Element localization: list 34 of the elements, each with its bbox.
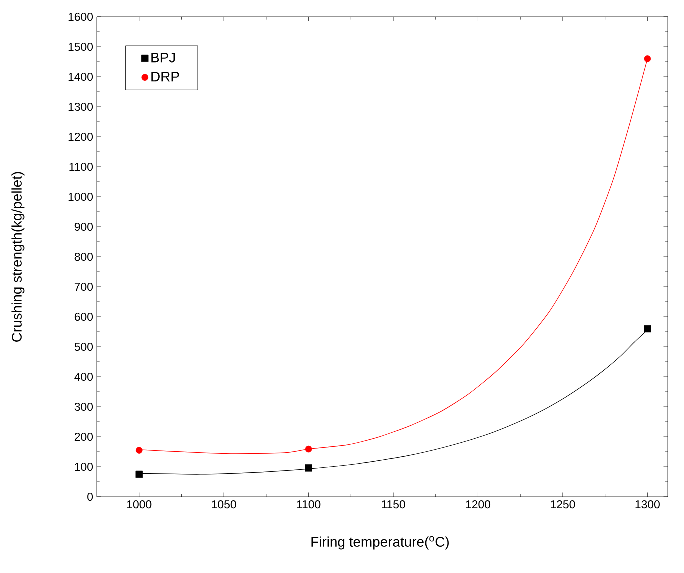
legend-label: BPJ: [152, 52, 176, 63]
y-tick-label: 1000: [68, 192, 94, 202]
x-tick-label: 1300: [636, 500, 660, 509]
y-tick-label: 200: [74, 432, 94, 442]
y-axis-title: Crushing strength(kg/pellet): [12, 172, 25, 342]
x-axis-title: Firing temperature($^{o}$C): [312, 536, 449, 550]
y-tick-label: 300: [74, 402, 94, 412]
y-tick-label: 0: [88, 492, 94, 502]
y-tick-label: 900: [74, 222, 94, 232]
point: [305, 446, 312, 453]
y-tick-label: 800: [74, 252, 94, 262]
y-tick-label: 1500: [68, 42, 94, 52]
point: [644, 325, 652, 333]
y-tick-label: 1300: [68, 102, 94, 112]
y-tick-label: 700: [74, 282, 94, 292]
x-tick-label: 1200: [466, 500, 491, 509]
x-tick-label: 1000: [127, 500, 152, 509]
y-tick-label: 500: [74, 342, 94, 352]
point: [136, 447, 143, 454]
y-tick-label: 100: [75, 462, 94, 472]
legend-label: DRP: [152, 72, 180, 82]
x-tick-label: 1050: [212, 500, 236, 509]
point: [305, 464, 312, 472]
x-tick-label: 1150: [382, 500, 406, 509]
y-tick-label: 1600: [68, 12, 94, 22]
y-tick-label: 1200: [68, 132, 94, 142]
x-tick-label: 1100: [297, 500, 321, 509]
y-tick-label: 400: [74, 372, 94, 382]
x-tick-label: 1250: [551, 500, 576, 509]
y-tick-label: 600: [74, 312, 94, 322]
y-tick-label: 1400: [68, 72, 94, 82]
point: [644, 56, 652, 62]
point: [136, 470, 143, 478]
y-tick-label: 1100: [70, 162, 94, 172]
